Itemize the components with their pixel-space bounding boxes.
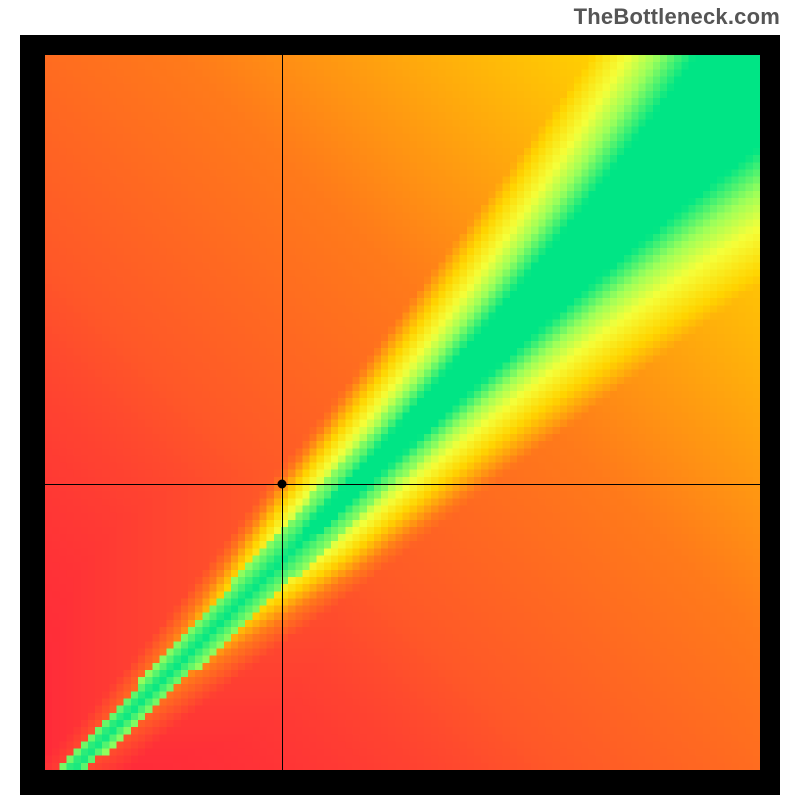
- watermark-text: TheBottleneck.com: [574, 4, 780, 30]
- plot-black-frame: [20, 35, 780, 795]
- crosshair-vertical: [282, 55, 283, 770]
- crosshair-horizontal: [45, 484, 760, 485]
- plot-area: [45, 55, 760, 770]
- crosshair-marker: [277, 480, 286, 489]
- heatmap-canvas: [45, 55, 760, 770]
- chart-container: TheBottleneck.com: [0, 0, 800, 800]
